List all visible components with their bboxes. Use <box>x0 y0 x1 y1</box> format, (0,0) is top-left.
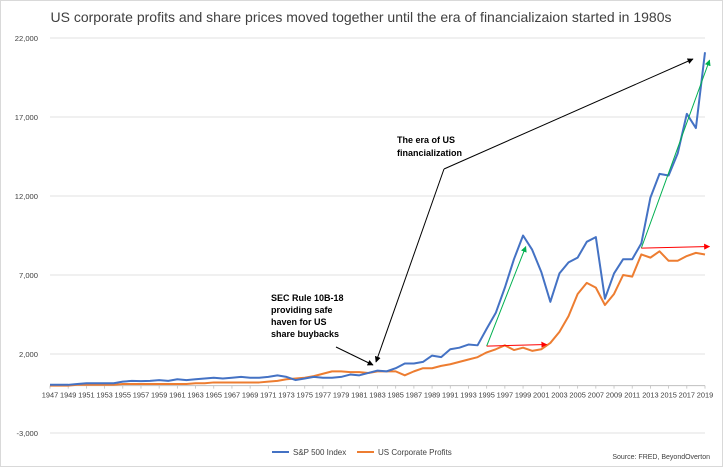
x-tick-label: 1995 <box>478 391 494 400</box>
trend-arrow-sp500-2010s <box>640 59 711 249</box>
x-tick-label: 2003 <box>551 391 567 400</box>
x-tick-label: 2011 <box>624 391 640 400</box>
x-tick-label: 2009 <box>606 391 622 400</box>
annotation-arrow-to-1982 <box>374 168 445 363</box>
x-tick-label: 2007 <box>588 391 604 400</box>
series-lines <box>50 52 706 387</box>
x-tick-label: 1983 <box>369 391 385 400</box>
x-tick-label: 1971 <box>260 391 276 400</box>
x-tick-label: 2005 <box>569 391 585 400</box>
x-tick-label: 2017 <box>679 391 695 400</box>
annotation-sec-rule-line: providing safe <box>271 305 333 315</box>
x-tick-label: 1999 <box>515 391 531 400</box>
trend-arrow-profits-2010s <box>641 243 711 250</box>
x-tick-label: 1957 <box>133 391 149 400</box>
legend-item-sp500-label: S&P 500 Index <box>293 448 346 457</box>
x-tick-label: 1967 <box>224 391 240 400</box>
x-tick-label: 2019 <box>697 391 713 400</box>
annotations: The era of US financialization SEC Rule 10… <box>271 58 694 366</box>
x-tick-label: 1965 <box>206 391 222 400</box>
x-tick-label: 1949 <box>60 391 76 400</box>
x-tick-label: 1953 <box>96 391 112 400</box>
y-tick-label: 17,000 <box>15 113 38 122</box>
x-tick-label: 1987 <box>406 391 422 400</box>
annotation-arrow-sec-rule <box>335 346 374 366</box>
x-tick-label: 1977 <box>315 391 331 400</box>
x-tick-label: 1959 <box>151 391 167 400</box>
trend-arrow-profits-1990s <box>486 341 548 348</box>
trend-arrow-sp500-1990s <box>486 246 527 347</box>
y-tick-label: 2,000 <box>19 350 38 359</box>
annotation-sec-rule-line: haven for US <box>271 317 327 327</box>
x-tick-label: 1975 <box>296 391 312 400</box>
x-tick-label: 1979 <box>333 391 349 400</box>
annotation-sec-rule-line: SEC Rule 10B-18 <box>271 293 344 303</box>
x-tick-label: 1991 <box>442 391 458 400</box>
x-tick-label: 1993 <box>460 391 476 400</box>
annotation-financialization-line: financialization <box>397 148 462 158</box>
x-tick-label: 1989 <box>424 391 440 400</box>
x-tick-label: 1961 <box>169 391 185 400</box>
x-tick-label: 1951 <box>78 391 94 400</box>
y-tick-label: 12,000 <box>15 192 38 201</box>
x-tick-label: 1969 <box>242 391 258 400</box>
annotation-sec-rule-line: share buybacks <box>271 329 339 339</box>
x-tick-label: 1985 <box>387 391 403 400</box>
x-tick-label: 2013 <box>642 391 658 400</box>
x-tick-label: 2001 <box>533 391 549 400</box>
source-note: Source: FRED, BeyondOverton <box>612 454 710 461</box>
legend-item-profits-label: US Corporate Profits <box>378 448 452 457</box>
trend-arrows <box>486 59 711 348</box>
chart-title: US corporate profits and share prices mo… <box>50 9 671 25</box>
y-tick-label: 7,000 <box>19 271 38 280</box>
x-axis-tick-labels: 1947 1949 1951 1953 1955 1957 1959 1961 1963 1965… <box>42 385 713 400</box>
legend: S&P 500 Index US Corporate Profits <box>272 448 452 457</box>
x-tick-label: 2015 <box>660 391 676 400</box>
y-tick-label: -3,000 <box>16 429 38 438</box>
x-tick-label: 1973 <box>278 391 294 400</box>
x-tick-label: 1997 <box>497 391 513 400</box>
x-tick-label: 1955 <box>115 391 131 400</box>
x-tick-label: 1981 <box>351 391 367 400</box>
gridlines <box>50 37 705 434</box>
x-tick-label: 1963 <box>187 391 203 400</box>
y-axis-tick-labels: 22,000 17,000 12,000 7,000 2,000 -3,000 <box>15 34 38 438</box>
y-tick-label: 22,000 <box>15 34 38 43</box>
x-tick-label: 1947 <box>42 391 58 400</box>
sp500-line <box>50 52 706 386</box>
annotation-arrow-to-2019 <box>443 58 694 170</box>
annotation-financialization-line: The era of US <box>397 135 455 145</box>
